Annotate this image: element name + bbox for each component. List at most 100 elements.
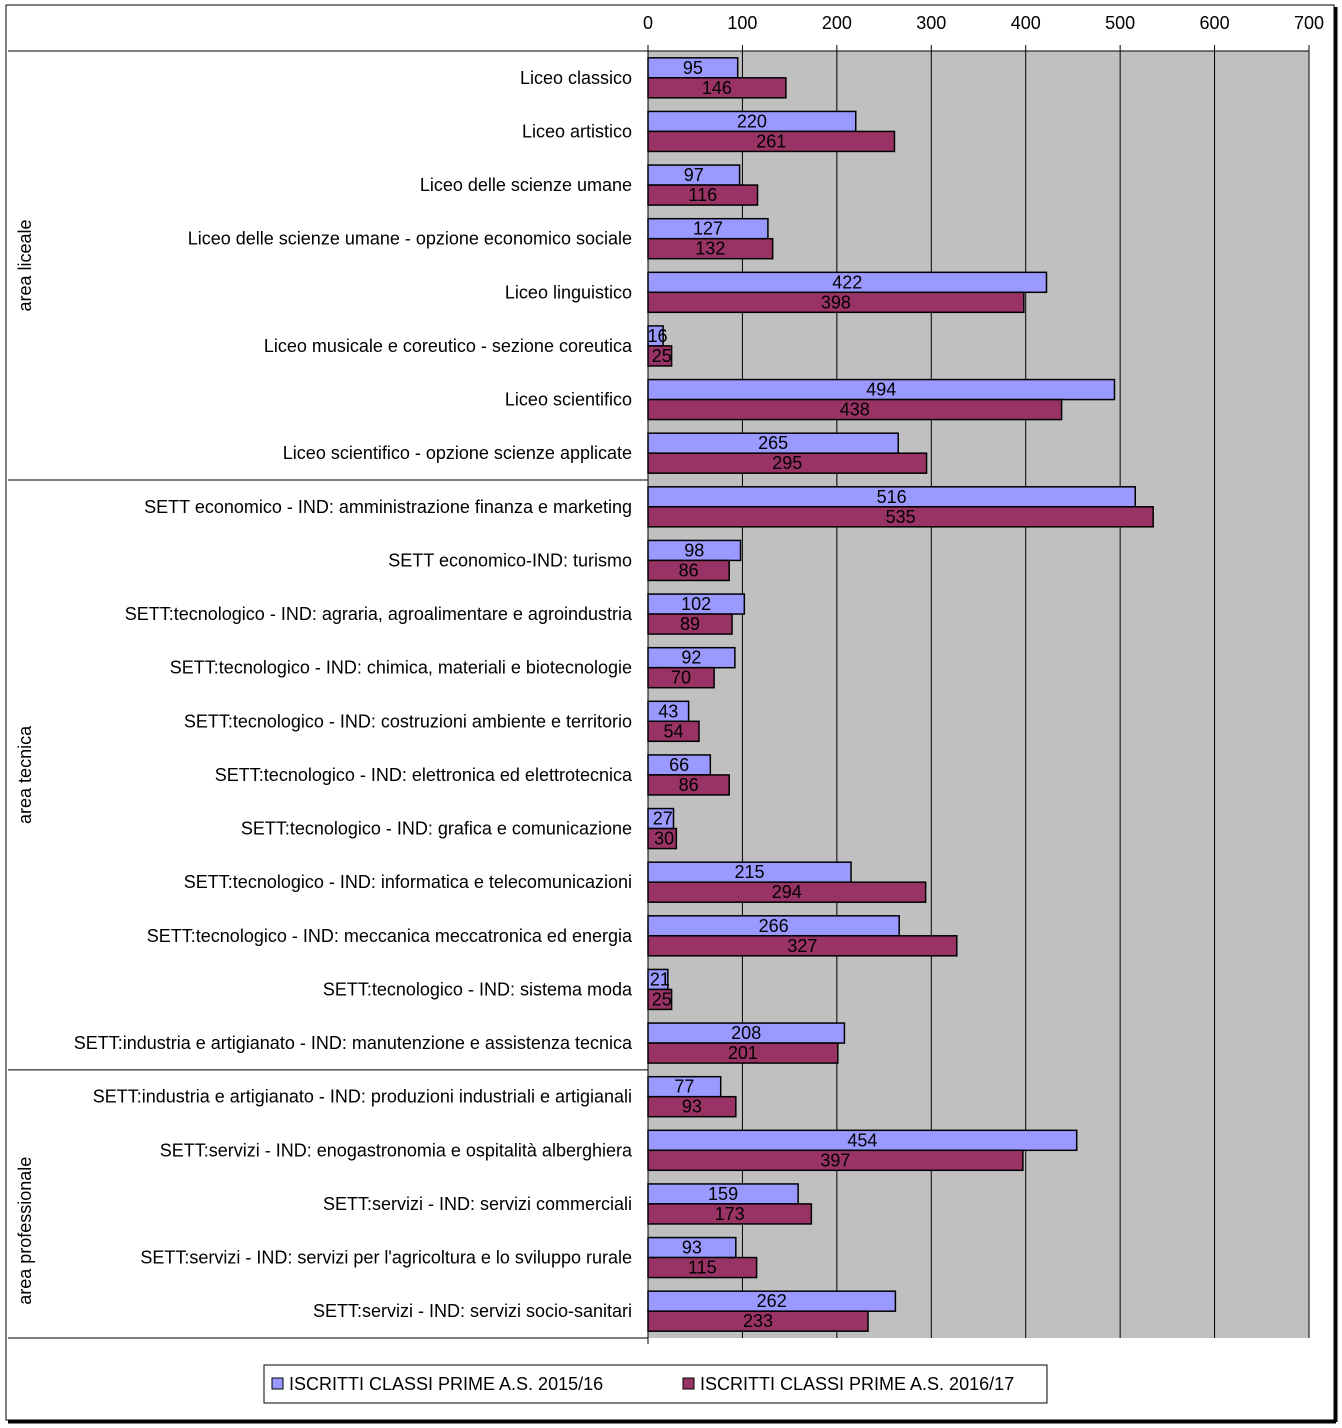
bar-value-label: 535 <box>886 507 916 527</box>
bar-value-label: 262 <box>757 1291 787 1311</box>
x-tick-label: 500 <box>1105 13 1135 33</box>
bar-series-2 <box>647 774 730 796</box>
bar-value-label: 93 <box>682 1097 702 1117</box>
bar-value-label: 233 <box>743 1311 773 1331</box>
bar-series-2 <box>647 1203 813 1225</box>
group-label: area professionale <box>15 1157 35 1305</box>
category-label: SETT:servizi - IND: servizi socio-sanita… <box>313 1301 632 1321</box>
x-tick-label: 300 <box>916 13 946 33</box>
category-label: SETT:tecnologico - IND: grafica e comuni… <box>241 819 632 839</box>
bar-series-2 <box>647 613 733 635</box>
bar-value-label: 43 <box>658 701 678 721</box>
bar-value-label: 95 <box>683 58 703 78</box>
category-label: Liceo artistico <box>522 121 632 141</box>
bar-series-2 <box>647 345 673 367</box>
category-label: Liceo musicale e coreutico - sezione cor… <box>264 336 633 356</box>
group-label: area liceale <box>15 219 35 311</box>
bar-value-label: 208 <box>731 1023 761 1043</box>
bar-value-label: 92 <box>681 648 701 668</box>
x-tick-label: 100 <box>727 13 757 33</box>
legend-swatch-series-1 <box>271 1377 284 1390</box>
category-label: SETT:industria e artigianato - IND: manu… <box>74 1033 633 1053</box>
bar-value-label: 294 <box>772 882 802 902</box>
bar-series-2 <box>647 1310 869 1332</box>
bar-value-label: 70 <box>671 668 691 688</box>
category-label: Liceo delle scienze umane <box>420 175 632 195</box>
bar-value-label: 93 <box>682 1238 702 1258</box>
bar-series-2 <box>647 720 700 743</box>
bar-value-label: 30 <box>654 829 674 849</box>
x-tick-label: 400 <box>1011 13 1041 33</box>
x-tick-label: 200 <box>822 13 852 33</box>
bar-series-2 <box>647 398 1063 421</box>
bar-value-label: 132 <box>695 239 725 259</box>
bar-series-2 <box>647 881 927 903</box>
legend-label: ISCRITTI CLASSI PRIME A.S. 2016/17 <box>700 1374 1014 1394</box>
category-label: SETT:servizi - IND: enogastronomia e osp… <box>160 1140 633 1160</box>
category-label: SETT:tecnologico - IND: elettronica ed e… <box>215 765 633 785</box>
bar-series-2 <box>647 1256 758 1279</box>
category-label: SETT:tecnologico - IND: meccanica meccat… <box>147 926 633 946</box>
bar-value-label: 16 <box>648 326 668 346</box>
category-label: Liceo delle scienze umane - opzione econ… <box>188 229 632 249</box>
bar-value-label: 397 <box>820 1150 850 1170</box>
bar-series-2 <box>647 291 1025 314</box>
bar-value-label: 102 <box>681 594 711 614</box>
bar-value-label: 438 <box>840 400 870 420</box>
category-label: SETT:tecnologico - IND: agraria, agroali… <box>125 604 633 624</box>
bar-value-label: 25 <box>652 989 672 1009</box>
category-label: SETT:servizi - IND: servizi per l'agrico… <box>140 1248 632 1268</box>
bar-series-2 <box>647 77 787 99</box>
bar-value-label: 54 <box>663 721 683 741</box>
bar-series-2 <box>647 1095 737 1118</box>
x-tick-label: 600 <box>1200 13 1230 33</box>
bar-series-2 <box>647 559 730 582</box>
bar-value-label: 201 <box>728 1043 758 1063</box>
bar-value-label: 494 <box>866 380 896 400</box>
legend-label: ISCRITTI CLASSI PRIME A.S. 2015/16 <box>289 1374 603 1394</box>
bar-value-label: 327 <box>787 936 817 956</box>
bar-series-2 <box>647 184 759 206</box>
bar-series-2 <box>647 452 928 474</box>
chart-frame <box>5 4 1335 1421</box>
bar-series-2 <box>647 1042 839 1064</box>
bar-value-label: 295 <box>772 453 802 473</box>
bar-value-label: 98 <box>684 540 704 560</box>
bar-series-2 <box>647 237 774 260</box>
category-label: Liceo linguistico <box>505 282 632 302</box>
bar-value-label: 159 <box>708 1184 738 1204</box>
bar-series-2 <box>647 1149 1024 1172</box>
bar-value-label: 115 <box>688 1258 717 1278</box>
legend-box <box>263 1364 1048 1404</box>
plot-area <box>648 51 1309 1338</box>
bar-series-2 <box>647 988 673 1011</box>
category-label: SETT:industria e artigianato - IND: prod… <box>93 1087 632 1107</box>
bar-value-label: 77 <box>674 1077 694 1097</box>
category-label: SETT economico - IND: amministrazione fi… <box>144 497 632 517</box>
x-tick-label: 0 <box>643 13 653 33</box>
bar-value-label: 66 <box>669 755 689 775</box>
bar-value-label: 25 <box>652 346 672 366</box>
category-label: SETT economico-IND: turismo <box>388 550 632 570</box>
bar-value-label: 86 <box>679 560 699 580</box>
bar-value-label: 516 <box>877 487 907 507</box>
bar-value-label: 265 <box>758 433 788 453</box>
category-label: SETT:tecnologico - IND: chimica, materia… <box>170 658 632 678</box>
bar-series-2 <box>647 827 678 850</box>
category-label: Liceo scientifico <box>505 390 632 410</box>
bar-value-label: 127 <box>693 219 723 239</box>
bar-value-label: 215 <box>734 862 764 882</box>
bar-value-label: 116 <box>688 185 717 205</box>
category-label: SETT:tecnologico - IND: informatica e te… <box>184 872 632 892</box>
bar-series-2 <box>647 130 896 153</box>
bar-value-label: 398 <box>821 292 851 312</box>
bar-series-2 <box>647 506 1154 528</box>
bar-value-label: 21 <box>650 969 670 989</box>
bar-value-label: 266 <box>759 916 789 936</box>
bar-value-label: 27 <box>653 809 673 829</box>
bar-value-label: 89 <box>680 614 700 634</box>
x-tick-label: 700 <box>1294 13 1324 33</box>
legend-swatch-series-2 <box>682 1377 695 1390</box>
bar-value-label: 220 <box>737 111 767 131</box>
